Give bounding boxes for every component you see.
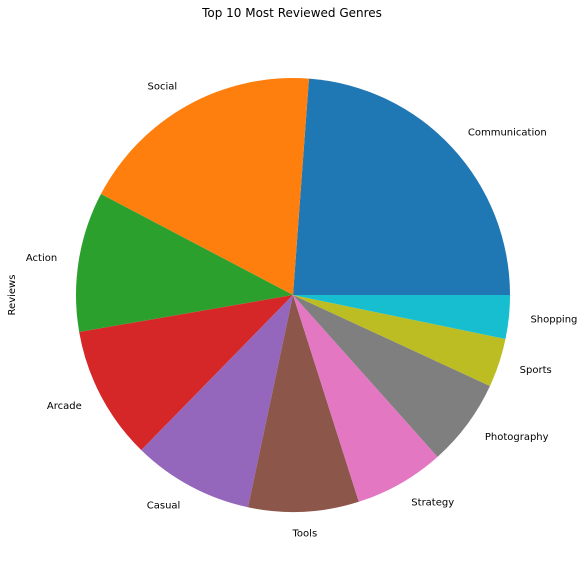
pie-label-shopping: Shopping: [530, 314, 577, 325]
pie-label-sports: Sports: [520, 365, 552, 376]
pie-label-social: Social: [148, 81, 178, 92]
pie-label-photography: Photography: [485, 432, 549, 443]
pie-label-strategy: Strategy: [411, 497, 454, 508]
pie-label-arcade: Arcade: [47, 401, 82, 412]
pie-label-casual: Casual: [147, 500, 181, 511]
pie-label-tools: Tools: [292, 528, 318, 539]
chart-title: Top 10 Most Reviewed Genres: [201, 6, 382, 20]
pie-label-communication: Communication: [468, 128, 547, 139]
y-axis-label: Reviews: [7, 275, 18, 316]
pie-slices: [76, 78, 510, 512]
pie-label-action: Action: [26, 253, 57, 264]
pie-slice-communication: [293, 79, 510, 295]
